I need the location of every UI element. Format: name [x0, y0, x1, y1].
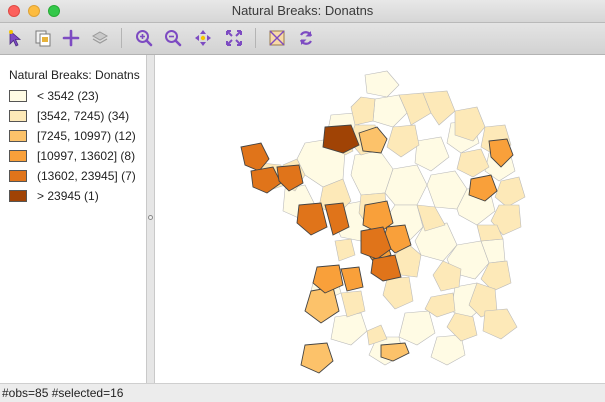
add-button[interactable]	[59, 26, 83, 50]
department-region[interactable]	[250, 166, 282, 194]
title-bar: Natural Breaks: Donatns	[0, 0, 605, 23]
copy-image-button[interactable]	[31, 26, 55, 50]
map-options-button[interactable]	[265, 26, 289, 50]
department-region[interactable]	[468, 174, 498, 202]
department-region[interactable]	[322, 124, 360, 154]
department-region[interactable]	[422, 90, 456, 126]
department-region[interactable]	[424, 292, 456, 318]
map-options-icon	[269, 30, 285, 46]
maximize-window-button[interactable]	[48, 5, 60, 17]
legend-label: < 3542 (23)	[37, 89, 99, 103]
panel-splitter[interactable]	[146, 55, 155, 383]
legend-label: (13602, 23945] (7)	[37, 169, 136, 183]
map-toolbar	[0, 23, 605, 55]
department-region[interactable]	[386, 124, 420, 158]
zoom-in-button[interactable]	[132, 26, 156, 50]
department-region[interactable]	[370, 254, 402, 282]
department-region[interactable]	[380, 342, 410, 362]
select-tool-button[interactable]	[4, 26, 28, 50]
department-region[interactable]	[414, 136, 450, 172]
legend-swatch	[9, 130, 27, 142]
legend-label: [3542, 7245) (34)	[37, 109, 130, 123]
close-window-button[interactable]	[8, 5, 20, 17]
department-region[interactable]	[454, 106, 486, 142]
fit-extent-icon	[226, 30, 242, 46]
legend-label: [10997, 13602] (8)	[37, 149, 136, 163]
pan-button[interactable]	[191, 26, 215, 50]
department-region[interactable]	[312, 264, 344, 294]
refresh-button[interactable]	[294, 26, 318, 50]
department-region[interactable]	[398, 310, 436, 346]
pan-icon	[195, 30, 211, 46]
legend-label: [7245, 10997) (12)	[37, 129, 136, 143]
map-canvas[interactable]	[155, 55, 605, 383]
legend-title: Natural Breaks: Donatns	[9, 68, 140, 82]
department-region[interactable]	[476, 224, 504, 242]
department-region[interactable]	[398, 92, 432, 126]
add-plus-icon	[62, 29, 80, 47]
refresh-icon	[299, 31, 313, 45]
department-region[interactable]	[382, 276, 414, 310]
legend-swatch	[9, 90, 27, 102]
department-region[interactable]	[350, 96, 376, 126]
fit-extent-button[interactable]	[222, 26, 246, 50]
status-bar: #obs=85 #selected=16	[0, 383, 605, 402]
department-region[interactable]	[340, 290, 366, 318]
department-region[interactable]	[490, 204, 522, 236]
zoom-out-icon	[165, 30, 182, 47]
department-region[interactable]	[340, 266, 364, 292]
department-region[interactable]	[494, 176, 526, 208]
france-departments	[240, 70, 526, 374]
minimize-window-button[interactable]	[28, 5, 40, 17]
legend-panel: Natural Breaks: Donatns < 3542 (23) [354…	[0, 55, 146, 383]
splitter-handle[interactable]	[148, 215, 153, 220]
department-region[interactable]	[304, 286, 340, 324]
department-region[interactable]	[446, 312, 478, 342]
toolbar-separator	[121, 28, 122, 48]
legend-swatch	[9, 150, 27, 162]
legend-swatch	[9, 110, 27, 122]
choropleth-map[interactable]	[155, 55, 605, 383]
department-region[interactable]	[362, 200, 394, 234]
layers-button[interactable]	[88, 26, 112, 50]
department-region[interactable]	[364, 70, 400, 98]
department-region[interactable]	[456, 148, 490, 178]
zoom-out-button[interactable]	[161, 26, 185, 50]
department-region[interactable]	[358, 126, 388, 154]
department-region[interactable]	[334, 238, 356, 262]
layers-icon	[91, 31, 109, 44]
window-title: Natural Breaks: Donatns	[231, 3, 374, 18]
department-region[interactable]	[416, 204, 446, 232]
department-region[interactable]	[480, 260, 512, 292]
department-region[interactable]	[276, 164, 304, 192]
department-region[interactable]	[432, 260, 462, 292]
department-region[interactable]	[330, 312, 368, 346]
select-arrow-icon	[9, 30, 22, 47]
department-region[interactable]	[488, 138, 514, 168]
copy-image-icon	[35, 30, 51, 47]
legend-swatch	[9, 170, 27, 182]
legend-swatch	[9, 190, 27, 202]
department-region[interactable]	[296, 202, 328, 236]
toolbar-separator	[255, 28, 256, 48]
legend-label: > 23945 (1)	[37, 189, 99, 203]
department-region[interactable]	[360, 226, 392, 260]
zoom-in-icon	[136, 30, 153, 47]
department-region[interactable]	[366, 324, 388, 346]
department-region[interactable]	[482, 308, 518, 340]
department-region[interactable]	[300, 342, 334, 374]
department-region[interactable]	[240, 142, 270, 172]
status-text: #obs=85 #selected=16	[2, 386, 124, 400]
department-region[interactable]	[324, 202, 350, 236]
